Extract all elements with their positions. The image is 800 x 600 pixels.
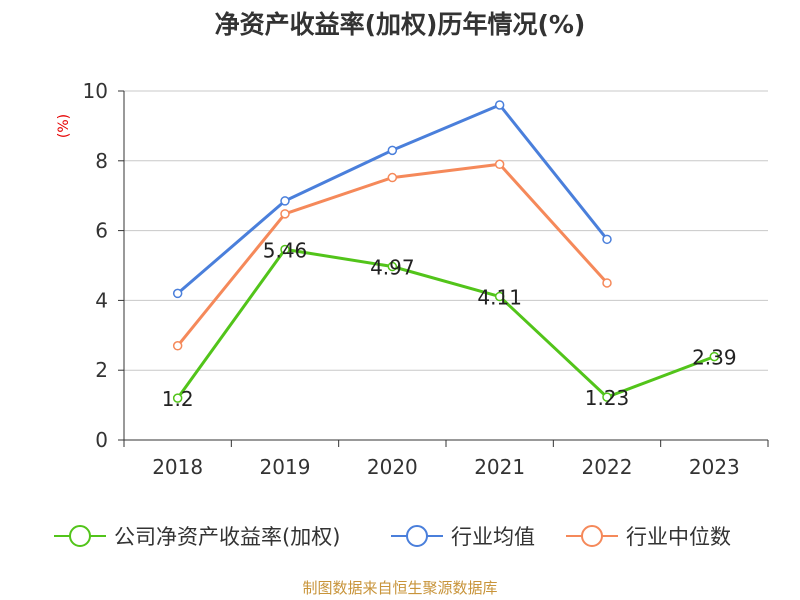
- data-labels: 1.2 5.46 4.97 4.11 1.23 2.39: [162, 238, 737, 411]
- y-tick-label: 6: [95, 219, 108, 243]
- axes: 0 2 4 6 8 10 2018 2019 2020 2021 2022 2023: [83, 79, 769, 479]
- data-label: 1.23: [585, 386, 630, 410]
- data-label: 4.11: [477, 286, 522, 310]
- data-point: [494, 291, 505, 302]
- series-line: [176, 247, 715, 399]
- data-label: 2.39: [692, 346, 737, 370]
- data-label: 5.46: [263, 238, 308, 262]
- x-tick-label: 2020: [367, 455, 418, 479]
- data-point: [709, 351, 720, 362]
- data-point: [172, 288, 183, 299]
- data-label: 4.97: [370, 256, 415, 280]
- data-point: [172, 393, 183, 403]
- legend-label: 行业中位数: [626, 525, 731, 549]
- data-label: 1.2: [162, 387, 194, 411]
- x-tick-label: 2018: [152, 455, 203, 479]
- data-point: [280, 209, 290, 219]
- x-tick-label: 2022: [582, 455, 633, 479]
- legend-label: 行业均值: [451, 525, 535, 549]
- data-point: [280, 196, 290, 206]
- x-tick-label: 2023: [689, 455, 740, 479]
- series-lines: [172, 100, 720, 403]
- legend-marker: [406, 525, 428, 547]
- data-point: [387, 145, 398, 156]
- y-tick-label: 8: [95, 149, 108, 173]
- y-tick-label: 10: [83, 79, 108, 103]
- y-tick-label: 4: [95, 288, 108, 312]
- data-point: [602, 278, 612, 288]
- y-axis-unit: (%): [56, 114, 72, 138]
- chart-title: 净资产收益率(加权)历年情况(%): [215, 10, 586, 39]
- data-point: [494, 159, 505, 170]
- data-point: [387, 172, 398, 183]
- data-point: [172, 341, 183, 351]
- legend-marker: [69, 525, 91, 547]
- x-tick-label: 2021: [474, 455, 525, 479]
- x-tick-label: 2019: [260, 455, 311, 479]
- data-point: [602, 392, 612, 402]
- legend-label: 公司净资产收益率(加权): [114, 525, 340, 549]
- data-point: [387, 261, 398, 272]
- legend: 公司净资产收益率(加权) 行业均值 行业中位数: [54, 525, 731, 549]
- data-point: [494, 100, 505, 110]
- y-tick-label: 0: [95, 428, 108, 452]
- data-point: [280, 244, 290, 255]
- grid-lines: [124, 90, 768, 371]
- y-tick-label: 2: [95, 358, 108, 382]
- data-point: [602, 234, 612, 245]
- source-note: 制图数据来自恒生聚源数据库: [302, 579, 497, 597]
- legend-marker: [581, 525, 603, 547]
